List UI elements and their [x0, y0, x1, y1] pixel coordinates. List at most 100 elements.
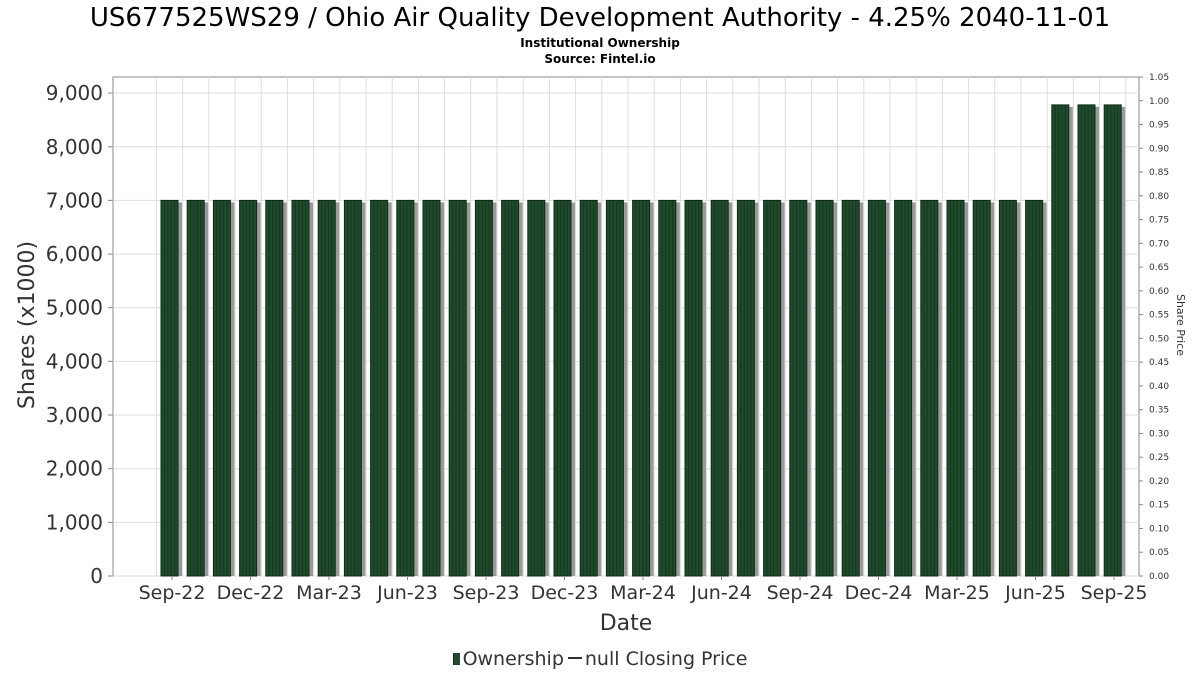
y-tick-label: 1,000: [46, 510, 103, 534]
ownership-bar: [763, 199, 782, 577]
ownership-bar: [553, 199, 572, 577]
y2-tick-label: 0.90: [1149, 144, 1169, 154]
y-axis-label: Shares (x1000): [15, 241, 40, 409]
bar-body: [789, 199, 808, 577]
ownership-bar: [1025, 199, 1044, 577]
x-tick-label: Sep-25: [1081, 582, 1148, 604]
bar-body: [998, 199, 1017, 577]
x-tick-label: Jun-23: [376, 582, 438, 604]
bar-body: [422, 199, 441, 577]
x-tick-label: Jun-24: [690, 582, 752, 604]
x-tick-label: Dec-22: [217, 582, 285, 604]
bar-body: [501, 199, 520, 577]
ownership-bar: [710, 199, 729, 577]
chart-legend: Ownership null Closing Price: [0, 648, 1200, 670]
ownership-bar: [579, 199, 598, 577]
bar-body: [527, 199, 546, 577]
bar-body: [632, 199, 651, 577]
bar-body: [239, 199, 258, 577]
y2-tick-label: 0.30: [1149, 429, 1169, 439]
bar-body: [894, 199, 913, 577]
ownership-bar: [998, 199, 1017, 577]
y-tick-label: 5,000: [46, 296, 103, 320]
y2-tick-label: 0.35: [1149, 406, 1169, 416]
chart-title: US677525WS29 / Ohio Air Quality Developm…: [89, 3, 1111, 33]
ownership-bar: [736, 199, 755, 577]
bar-body: [448, 199, 467, 577]
y2-tick-label: 0.75: [1149, 216, 1169, 226]
bar-body: [396, 199, 415, 577]
x-tick-label: Mar-23: [296, 582, 362, 604]
ownership-bar: [920, 199, 939, 577]
ownership-bar: [1103, 104, 1122, 577]
x-axis-label: Date: [600, 611, 653, 636]
y2-tick-label: 0.20: [1149, 477, 1169, 487]
ownership-bar: [527, 199, 546, 577]
x-tick-label: Jun-25: [1004, 582, 1066, 604]
bar-body: [160, 199, 179, 577]
y-tick-label: 6,000: [46, 242, 103, 266]
ownership-bar: [239, 199, 258, 577]
y-tick-label: 9,000: [46, 81, 103, 105]
ownership-bar: [160, 199, 179, 577]
ownership-bar: [501, 199, 520, 577]
bar-body: [212, 199, 231, 577]
y2-tick-label: 0.10: [1149, 524, 1169, 534]
y-tick-label: 2,000: [46, 457, 103, 481]
legend-ownership-label: Ownership: [462, 648, 564, 670]
y-tick-label: 8,000: [46, 135, 103, 159]
y2-tick-label: 0.70: [1149, 239, 1169, 249]
bars-layer: [160, 104, 1126, 577]
y2-tick-label: 0.50: [1149, 334, 1169, 344]
bar-body: [972, 199, 991, 577]
y2-tick-label: 0.80: [1149, 192, 1169, 202]
ownership-bar: [343, 199, 362, 577]
ownership-bar: [1077, 104, 1096, 577]
ownership-bar: [448, 199, 467, 577]
bar-body: [317, 199, 336, 577]
bar-body: [658, 199, 677, 577]
legend-price-label: null Closing Price: [584, 648, 748, 670]
y2-tick-label: 0.60: [1149, 287, 1169, 297]
bar-body: [605, 199, 624, 577]
bar-body: [763, 199, 782, 577]
bar-body: [815, 199, 834, 577]
y2-tick-label: 0.65: [1149, 263, 1169, 273]
ownership-bar: [396, 199, 415, 577]
ownership-bar: [632, 199, 651, 577]
y-tick-label: 0: [90, 564, 103, 588]
y-tick-label: 7,000: [46, 188, 103, 212]
bar-body: [553, 199, 572, 577]
y2-tick-label: 0.05: [1149, 548, 1169, 558]
ownership-bar: [422, 199, 441, 577]
y2-tick-label: 1.05: [1149, 73, 1169, 83]
x-tick-label: Dec-24: [845, 582, 913, 604]
y2-tick-label: 0.55: [1149, 311, 1169, 321]
bar-body: [684, 199, 703, 577]
ownership-bar: [317, 199, 336, 577]
bar-body: [343, 199, 362, 577]
ownership-bar: [841, 199, 860, 577]
y-tick-label: 4,000: [46, 349, 103, 373]
ownership-bar: [1051, 104, 1070, 577]
ownership-bar: [186, 199, 205, 577]
bar-body: [1025, 199, 1044, 577]
chart-source: Source: Fintel.io: [544, 52, 656, 66]
x-tick-label: Sep-23: [453, 582, 520, 604]
bar-body: [291, 199, 310, 577]
bar-body: [265, 199, 284, 577]
x-tick-label: Sep-24: [767, 582, 834, 604]
ownership-bar: [291, 199, 310, 577]
ownership-bar: [265, 199, 284, 577]
bar-body: [474, 199, 493, 577]
y2-axis-label: Share Price: [1174, 294, 1187, 356]
ownership-bar: [474, 199, 493, 577]
y2-tick-label: 0.45: [1149, 358, 1169, 368]
bar-body: [946, 199, 965, 577]
bar-body: [841, 199, 860, 577]
bar-body: [736, 199, 755, 577]
ownership-bar: [789, 199, 808, 577]
bar-body: [370, 199, 389, 577]
ownership-legend-swatch: [452, 653, 460, 665]
